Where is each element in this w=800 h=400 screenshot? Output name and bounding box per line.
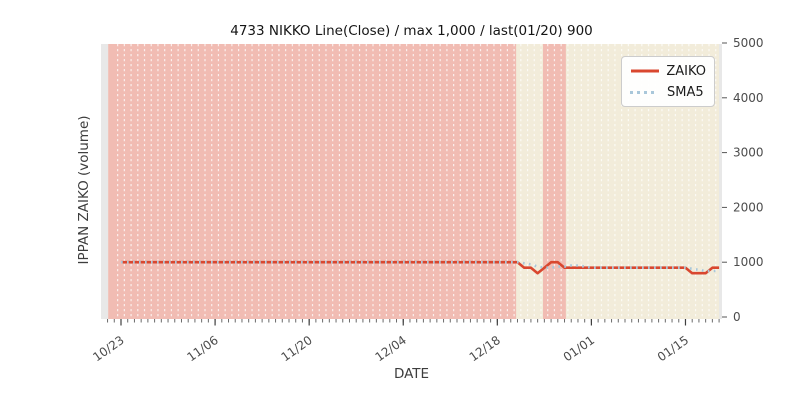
y-tick-label: 1000 — [733, 255, 764, 269]
zaiko-line-swatch-icon — [631, 69, 659, 73]
chart-title: 4733 NIKKO Line(Close) / max 1,000 / las… — [230, 23, 593, 39]
band-pink — [543, 44, 566, 319]
y-tick-label: 4000 — [733, 91, 764, 105]
x-major-ticks — [120, 319, 687, 326]
y-tick-label: 0 — [733, 310, 741, 324]
x-tick-label: 11/20 — [279, 333, 315, 364]
legend-item-zaiko: ZAIKO — [630, 63, 706, 79]
x-minor-ticks — [107, 319, 720, 323]
legend-label-zaiko: ZAIKO — [666, 63, 706, 79]
legend-label-sma5: SMA5 — [667, 84, 704, 100]
x-tick-label: 11/06 — [184, 333, 220, 364]
sma5-line — [121, 260, 720, 273]
legend: ZAIKO SMA5 — [621, 56, 715, 107]
y-tick-label: 3000 — [733, 146, 764, 160]
y-tick-label: 5000 — [733, 36, 764, 50]
y-tick-label: 2000 — [733, 200, 764, 214]
x-tick-label: 12/04 — [373, 333, 409, 364]
y-axis-label: IPPAN ZAIKO (volume) — [76, 115, 92, 265]
x-tick-label: 12/18 — [467, 333, 503, 364]
x-tick-label: 10/23 — [90, 333, 126, 364]
x-tick-label: 01/15 — [655, 333, 691, 364]
x-tick-label: 01/01 — [561, 333, 597, 364]
legend-item-sma5: SMA5 — [630, 84, 706, 100]
sma5-dotted-swatch-icon — [630, 90, 660, 94]
x-axis-label: DATE — [393, 366, 430, 382]
